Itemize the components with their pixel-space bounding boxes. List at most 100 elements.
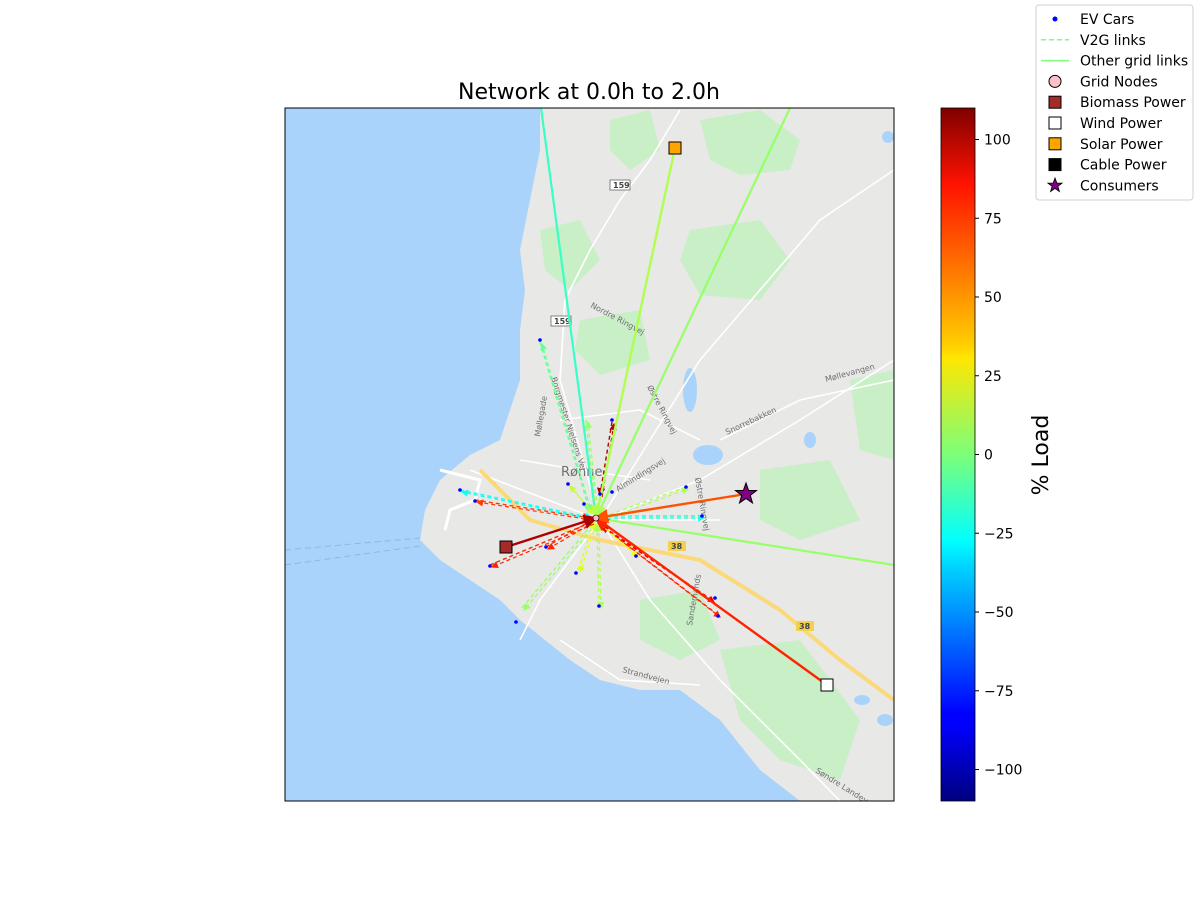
v2g-link <box>474 499 592 522</box>
biomass-power-marker <box>499 540 513 554</box>
network-layer <box>458 108 894 692</box>
v2g-link <box>539 341 593 514</box>
map-label-shield: 38 <box>671 542 683 551</box>
lakes <box>683 131 894 726</box>
legend-label: Consumers <box>1080 178 1159 194</box>
ev-car <box>610 490 614 494</box>
park-areas <box>540 110 894 780</box>
ev-car <box>538 338 542 342</box>
v2g-link-return <box>585 420 599 515</box>
v2g-link <box>596 521 637 556</box>
colorbar-tick-label: −100 <box>984 763 1022 779</box>
ev-car <box>598 492 602 496</box>
ev-car <box>634 554 638 558</box>
legend-item: Cable Power <box>1048 158 1167 174</box>
axes-frame <box>284 107 895 802</box>
map-background: Rønne 159 159 38 38 Nordre Ringvej Østre… <box>285 108 894 801</box>
legend-item: Solar Power <box>1048 137 1163 153</box>
legend-label: Solar Power <box>1080 137 1163 153</box>
ev-car <box>473 499 477 503</box>
plant-link <box>594 516 828 686</box>
ev-car <box>684 485 688 489</box>
colorbar-label: % Load <box>1029 415 1054 496</box>
grid-link <box>595 516 894 567</box>
ev-car <box>582 502 586 506</box>
colorbar-tick-label: 100 <box>984 133 1011 149</box>
colorbar-gradient <box>940 107 976 802</box>
ev-car <box>716 614 720 618</box>
legend-label: Wind Power <box>1080 116 1162 132</box>
v2g-link <box>596 421 613 497</box>
plant-link <box>593 492 747 524</box>
plant-link <box>591 147 677 521</box>
colorbar-tick-label: 75 <box>984 211 1002 227</box>
legend-item: EV Cars <box>1052 12 1134 28</box>
land-area <box>420 108 894 801</box>
consumer-marker <box>734 481 758 505</box>
ev-car <box>458 488 462 492</box>
grid-link <box>539 108 598 519</box>
legend-item: Consumers <box>1046 176 1159 194</box>
grid-link <box>595 108 791 519</box>
colorbar-tick-label: −75 <box>984 684 1014 700</box>
colorbar: −100 −75 −50 −25 0 25 50 75 100 % Load <box>940 107 1054 802</box>
legend-item: V2G links <box>1041 33 1146 49</box>
wind-power-marker <box>820 678 834 692</box>
map-label-shield: 159 <box>613 181 630 190</box>
ev-car <box>566 482 570 486</box>
colorbar-tick-label: −25 <box>984 526 1014 542</box>
legend-label: Biomass Power <box>1080 95 1186 111</box>
colorbar-tick-label: 50 <box>984 290 1002 306</box>
ev-car <box>700 514 704 518</box>
v2g-link-return <box>490 523 595 568</box>
legend-marker <box>1048 116 1062 130</box>
ev-car <box>597 604 601 608</box>
ev-car <box>713 596 717 600</box>
v2g-link-return <box>540 342 593 515</box>
v2g-link <box>459 489 594 521</box>
ev-car <box>544 545 548 549</box>
ev-car <box>488 564 492 568</box>
legend-marker <box>1046 176 1064 193</box>
legend-marker <box>1048 74 1062 88</box>
v2g-link <box>585 419 600 514</box>
legend-label: Other grid links <box>1080 54 1188 70</box>
legend-label: Cable Power <box>1080 158 1167 174</box>
colorbar-tick-label: 25 <box>984 369 1002 385</box>
legend-marker <box>1052 16 1058 22</box>
legend-item: Grid Nodes <box>1048 74 1158 90</box>
legend-item: Wind Power <box>1048 116 1162 132</box>
grid-node <box>592 514 600 522</box>
legend-label: Grid Nodes <box>1080 74 1158 90</box>
legend-marker <box>1048 137 1062 151</box>
legend-marker <box>1048 95 1062 109</box>
legend-label: V2G links <box>1080 33 1146 49</box>
solar-power-marker <box>668 141 682 155</box>
legend: EV Cars V2G links Other grid links Grid Nod… <box>1035 4 1194 201</box>
plant-link <box>505 514 599 549</box>
v2g-link-return <box>460 489 595 521</box>
legend-item: Biomass Power <box>1048 95 1186 111</box>
v2g-link <box>489 520 594 566</box>
legend-item: Other grid links <box>1041 54 1188 70</box>
highway-38 <box>478 468 894 702</box>
v2g-link <box>521 520 595 609</box>
legend-marker <box>1048 158 1062 172</box>
v2g-link-return <box>601 525 721 618</box>
v2g-link <box>577 520 596 571</box>
colorbar-tick-label: −50 <box>984 605 1014 621</box>
v2g-link-return <box>578 523 597 574</box>
colorbar-ticks: −100 −75 −50 −25 0 25 50 75 100 <box>975 133 1022 779</box>
roads <box>469 109 894 801</box>
ev-car <box>610 418 614 422</box>
chart-title: Network at 0.0h to 2.0h <box>458 80 720 105</box>
colorbar-tick-label: 0 <box>984 448 993 464</box>
v2g-link <box>598 486 687 520</box>
legend-box <box>1035 4 1194 201</box>
map-label-shield: 38 <box>799 622 811 631</box>
v2g-link-return <box>475 499 593 521</box>
legend-label: EV Cars <box>1080 12 1134 28</box>
ev-car <box>574 571 578 575</box>
v2g-link-return <box>523 523 597 611</box>
